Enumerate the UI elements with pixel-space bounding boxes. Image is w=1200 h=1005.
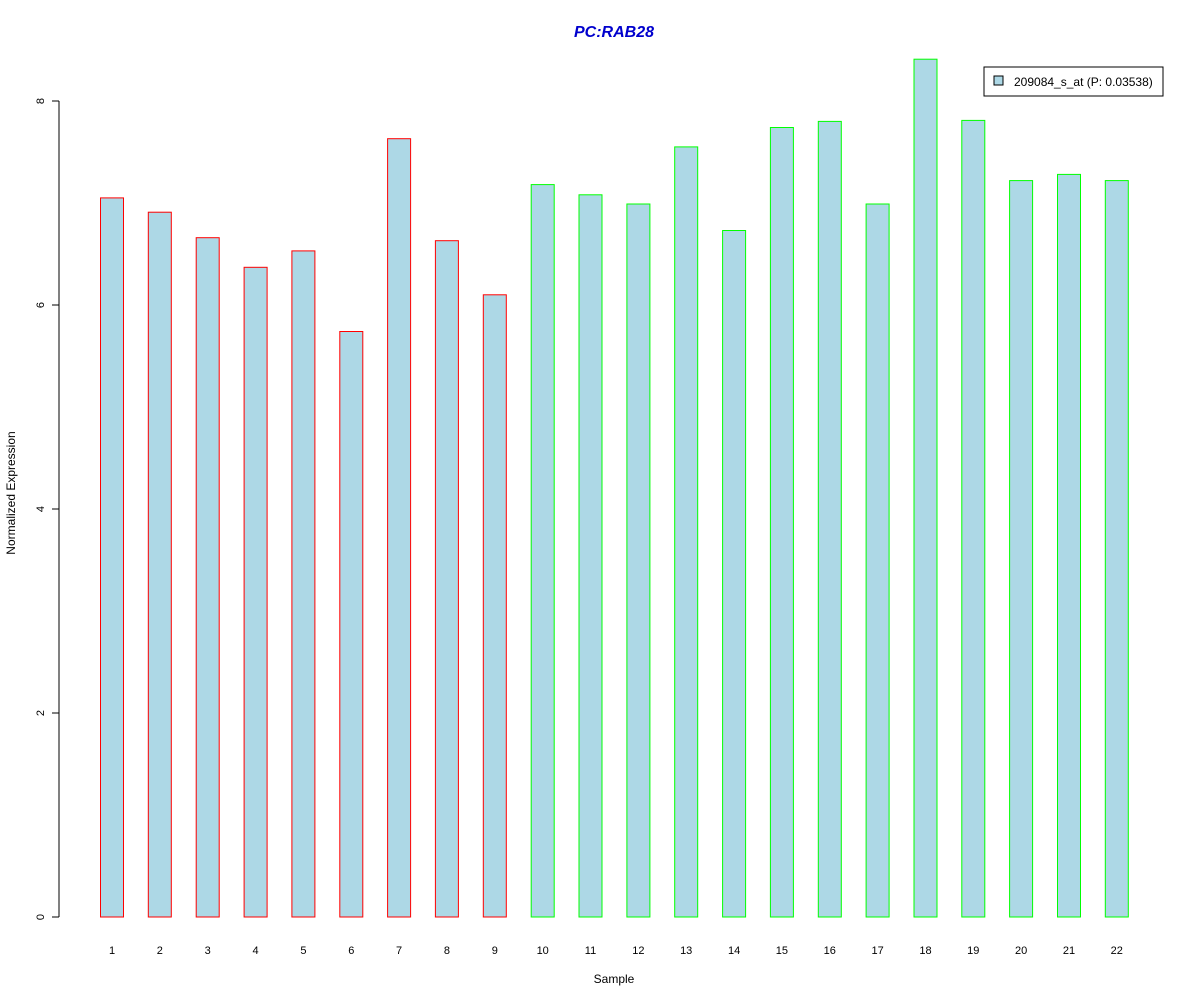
x-tick-label: 8 [444,945,450,957]
x-tick-label: 14 [728,945,740,957]
y-axis: 0 2 4 6 8 [35,98,60,920]
x-tick-label: 20 [1015,945,1027,957]
x-tick-label: 7 [396,945,402,957]
bar-sample-2 [147,211,172,918]
legend-label: 209084_s_at (P: 0.03538) [1014,75,1153,89]
bar-sample-16 [817,120,842,918]
y-tick-label: 4 [35,506,47,512]
x-tick-label: 10 [537,945,549,957]
x-tick-label: 16 [824,945,836,957]
x-tick-label: 11 [585,945,596,957]
x-axis-title: Sample [594,972,635,986]
legend: 209084_s_at (P: 0.03538) [983,66,1164,97]
chart-title: PC:RAB28 [574,24,654,41]
bar-sample-8 [434,240,459,918]
bar-sample-13 [674,146,699,918]
bar-sample-6 [339,331,364,918]
bar-sample-9 [482,294,507,918]
bar-sample-20 [1009,180,1034,918]
y-tick-label: 2 [35,710,47,716]
legend-box [983,66,1164,97]
x-tick-label: 19 [967,945,979,957]
bar-sample-12 [626,203,651,918]
bar-sample-18 [913,58,938,918]
bar-sample-14 [722,230,747,918]
y-tick-label: 8 [35,98,47,104]
bar-sample-5 [291,250,316,918]
x-tick-label: 13 [680,945,692,957]
x-tick-labels: 1 2 3 4 5 6 7 8 9 10 11 12 13 14 15 16 17 18 19 20 21 22 [109,945,1123,957]
bar-sample-17 [865,203,890,918]
x-tick-label: 17 [871,945,883,957]
x-tick-label: 4 [253,945,259,957]
bar-sample-19 [961,119,986,918]
bars-group [100,58,1129,918]
x-tick-label: 9 [492,945,498,957]
bar-sample-7 [387,138,412,918]
legend-swatch [993,75,1004,86]
bar-sample-3 [195,237,220,918]
y-tick-label: 0 [35,914,47,920]
x-tick-label: 18 [919,945,931,957]
y-tick-label: 6 [35,302,47,308]
x-tick-label: 22 [1111,945,1123,957]
bar-sample-4 [243,266,268,918]
bar-sample-21 [1057,173,1081,918]
bar-sample-11 [578,194,603,918]
bar-sample-15 [769,127,794,918]
x-tick-label: 6 [348,945,354,957]
x-tick-label: 21 [1063,945,1075,957]
bar-sample-1 [100,197,124,918]
bar-sample-22 [1104,180,1129,918]
x-tick-label: 5 [300,945,306,957]
x-tick-label: 3 [205,945,211,957]
x-tick-label: 12 [632,945,644,957]
x-tick-label: 1 [109,945,115,957]
x-tick-label: 2 [157,945,163,957]
bar-sample-10 [530,184,555,918]
x-tick-label: 15 [776,945,788,957]
y-axis-title: Normalized Expression [4,431,18,554]
